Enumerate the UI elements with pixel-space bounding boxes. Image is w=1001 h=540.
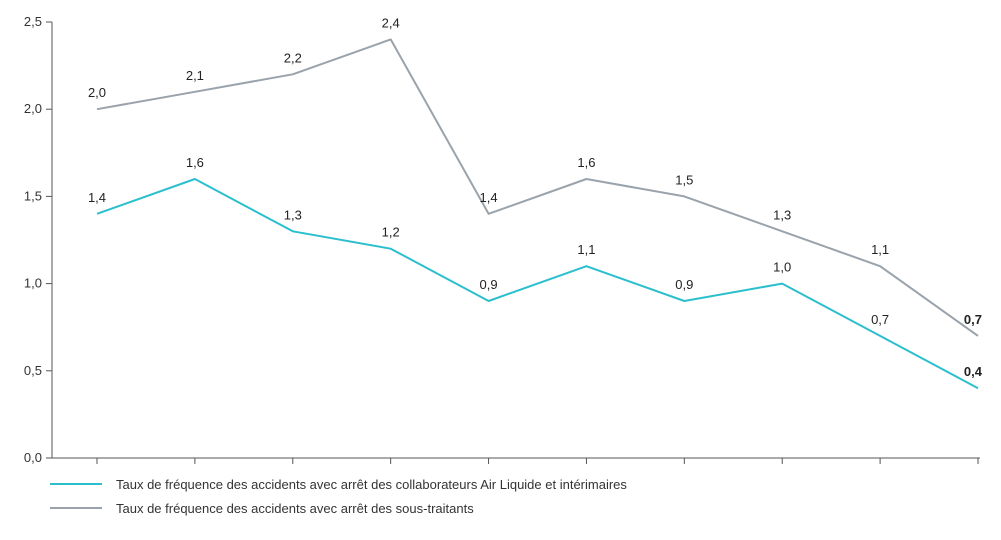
legend-swatch-sous-traitants xyxy=(50,507,102,509)
y-tick-label: 1,5 xyxy=(24,188,42,203)
legend-label-sous-traitants: Taux de fréquence des accidents avec arr… xyxy=(116,500,474,516)
y-tick-label: 1,0 xyxy=(24,276,42,291)
x-tick-label: 2023 xyxy=(768,468,797,470)
x-tick-label: 2017 xyxy=(180,468,209,470)
data-label-s0-2018: 1,3 xyxy=(284,207,302,222)
data-label-s1-2020: 1,4 xyxy=(480,190,498,205)
series-line-1 xyxy=(96,38,979,337)
chart-axes: 0,0 0,5 1,0 1,5 2,0 2,5 2016 2017 2018 2019 2020 20… xyxy=(24,14,993,470)
legend-label-collaborateurs: Taux de fréquence des accidents avec arr… xyxy=(116,476,627,492)
chart-lines xyxy=(96,38,979,390)
data-label-s0-2022: 0,9 xyxy=(675,277,693,292)
y-tick-label: 2,0 xyxy=(24,101,42,116)
y-tick-label: 0,5 xyxy=(24,363,42,378)
data-label-s0-2023: 1,0 xyxy=(773,260,791,275)
x-tick-label: 2018 xyxy=(278,468,307,470)
line-chart: 0,0 0,5 1,0 1,5 2,0 2,5 2016 2017 2018 2019 2020 20… xyxy=(24,14,993,470)
x-tick-label: 2024 xyxy=(866,468,895,470)
x-tick-label: 2020 xyxy=(474,468,503,470)
data-label-s1-2021: 1,6 xyxy=(577,155,595,170)
data-label-s1-2023: 1,3 xyxy=(773,207,791,222)
data-label-s1-2016: 2,0 xyxy=(88,85,106,100)
data-label-s1-2024: 1,1 xyxy=(871,242,889,257)
data-label-s1-2022: 1,5 xyxy=(675,172,693,187)
data-label-s1-2018: 2,2 xyxy=(284,50,302,65)
legend-item-collaborateurs: Taux de fréquence des accidents avec arr… xyxy=(50,472,627,496)
y-tick-label: 0,0 xyxy=(24,450,42,465)
data-label-s0-2017: 1,6 xyxy=(186,155,204,170)
data-label-s0-2016: 1,4 xyxy=(88,190,106,205)
x-tick-label: 2019 xyxy=(376,468,405,470)
data-label-s1-2019: 2,4 xyxy=(382,15,400,30)
data-label-s0-2020: 0,9 xyxy=(480,277,498,292)
data-label-s0-2024: 0,7 xyxy=(871,312,889,327)
series-line-0 xyxy=(96,178,979,390)
x-tick-label: 2025 xyxy=(964,468,993,470)
data-label-s0-2019: 1,2 xyxy=(382,225,400,240)
x-tick-label: 2021 xyxy=(572,468,601,470)
data-label-s1-2025: 0,7 xyxy=(964,312,982,327)
y-tick-label: 2,5 xyxy=(24,14,42,29)
legend-item-sous-traitants: Taux de fréquence des accidents avec arr… xyxy=(50,496,627,520)
x-tick-label: 2022 xyxy=(670,468,699,470)
chart-legend: Taux de fréquence des accidents avec arr… xyxy=(50,472,627,520)
legend-swatch-collaborateurs xyxy=(50,483,102,485)
chart-data-labels: 1,4 1,6 1,3 1,2 0,9 1,1 0,9 1,0 0,7 0,4 2,0 2,1 2,2 2… xyxy=(88,15,983,379)
data-label-s0-2021: 1,1 xyxy=(577,242,595,257)
x-tick-label: 2016 xyxy=(83,468,112,470)
data-label-s0-2025: 0,4 xyxy=(964,364,983,379)
data-label-s1-2017: 2,1 xyxy=(186,68,204,83)
